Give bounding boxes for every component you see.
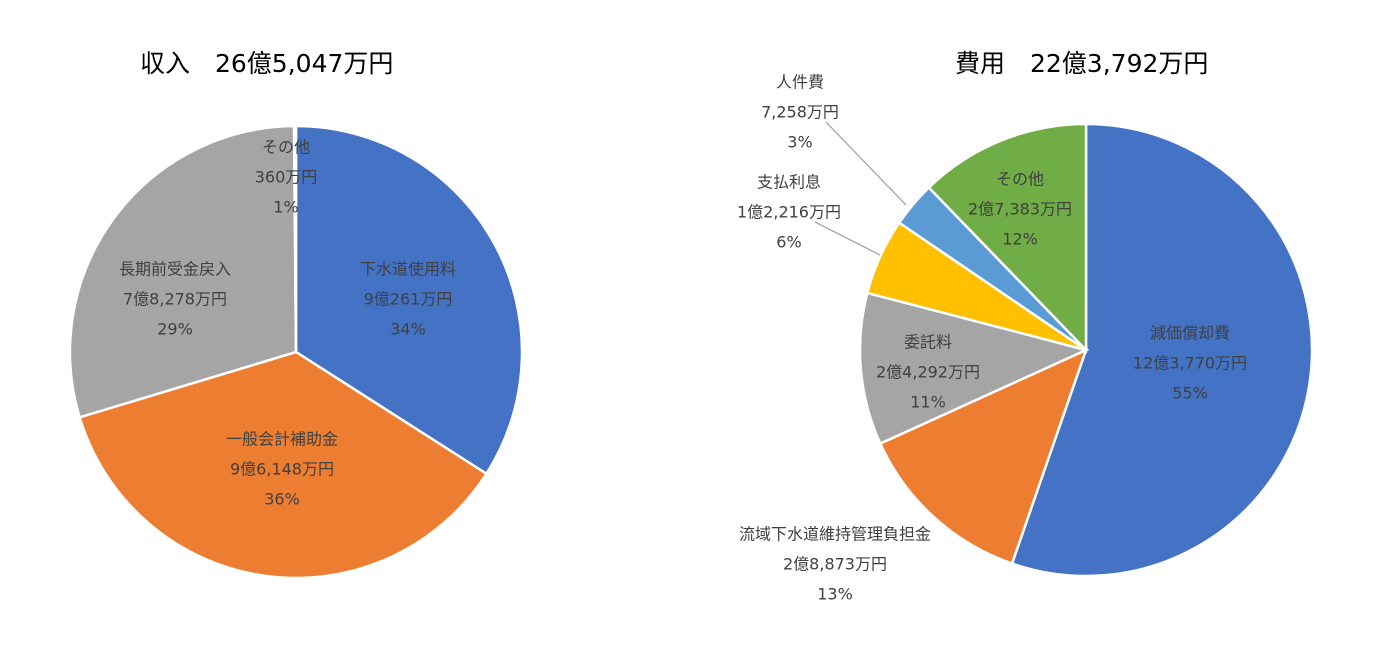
pie-slice — [68, 124, 298, 419]
slice-label-name: その他 — [996, 170, 1044, 189]
slice-label-amount: 7,258万円 — [761, 103, 839, 122]
slice-label-percent: 12% — [1002, 230, 1038, 249]
pie-slice — [858, 291, 1090, 446]
slice-label-amount: 2億7,383万円 — [968, 200, 1072, 219]
slice-label-percent: 36% — [264, 490, 300, 509]
slice-label-amount: 360万円 — [255, 168, 318, 187]
slice-label-name: 減価償却費 — [1150, 324, 1230, 343]
slice-label-percent: 1% — [273, 198, 298, 217]
income-pie — [68, 124, 524, 580]
slice-label-amount: 12億3,770万円 — [1133, 354, 1247, 373]
leader-line — [825, 121, 907, 206]
expense-pie — [858, 122, 1314, 578]
slice-label-amount: 2億8,873万円 — [783, 555, 887, 574]
pie-slice — [78, 350, 489, 580]
pie-slice — [292, 124, 298, 353]
slice-label-percent: 6% — [776, 233, 801, 252]
pie-slice — [927, 122, 1088, 354]
slice-label-name: 下水道使用料 — [360, 260, 456, 279]
slice-label-amount: 7億8,278万円 — [123, 290, 227, 309]
slice-label-name: 長期前受金戻入 — [119, 260, 231, 279]
slice-label-percent: 55% — [1172, 384, 1208, 403]
slice-label-amount: 9億261万円 — [364, 290, 453, 309]
slice-label-name: 支払利息 — [757, 173, 821, 192]
slice-label-amount: 2億4,292万円 — [876, 363, 980, 382]
slice-label-name: 一般会計補助金 — [226, 430, 338, 449]
slice-label-percent: 3% — [787, 133, 812, 152]
income-chart-title: 収入 26億5,047万円 — [140, 49, 394, 78]
slice-label-name: その他 — [262, 138, 310, 157]
slice-label-amount: 1億2,216万円 — [737, 203, 841, 222]
slice-label-percent: 34% — [390, 320, 426, 339]
slice-label-name: 委託料 — [904, 333, 952, 352]
slice-label-name: 人件費 — [776, 73, 824, 92]
slice-label-amount: 9億6,148万円 — [230, 460, 334, 479]
slice-label-name: 流域下水道維持管理負担金 — [739, 525, 931, 544]
slice-label-percent: 29% — [157, 320, 193, 339]
expense-chart-title: 費用 22億3,792万円 — [955, 49, 1209, 78]
leader-line — [814, 221, 881, 256]
pie-slice — [878, 347, 1089, 566]
slice-label-percent: 11% — [910, 393, 946, 412]
slice-label-percent: 13% — [817, 585, 853, 604]
